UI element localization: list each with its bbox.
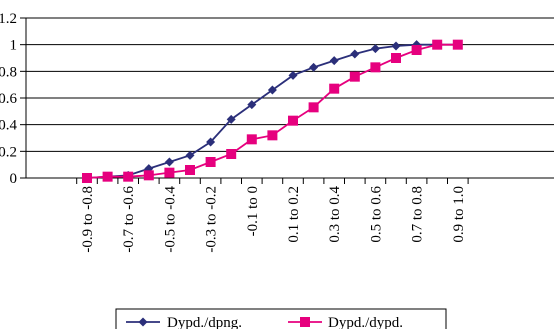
y-tick-label: 0.6 <box>0 91 18 107</box>
x-tick-label: 0.9 to 1.0 <box>451 186 467 243</box>
data-point <box>164 167 175 178</box>
data-point <box>370 44 380 54</box>
data-point <box>370 62 381 73</box>
y-tick-label: 0.4 <box>0 118 18 134</box>
data-point <box>308 102 319 113</box>
y-tick-label: 0.2 <box>0 144 17 160</box>
data-point <box>102 171 113 182</box>
series-line <box>86 43 458 179</box>
data-point <box>432 39 443 50</box>
data-point <box>329 56 339 66</box>
data-point <box>350 49 360 59</box>
legend-label: Dypd./dypd. <box>328 315 403 329</box>
data-point <box>391 41 401 51</box>
data-point <box>143 170 154 181</box>
y-tick-label: 1.2 <box>0 11 17 27</box>
data-point <box>288 115 298 126</box>
data-point <box>267 85 277 95</box>
data-point <box>246 134 257 145</box>
legend-box <box>115 308 447 329</box>
x-tick-label: 0.3 to 0.4 <box>327 186 343 243</box>
gridlines <box>26 17 554 179</box>
data-point <box>267 130 278 141</box>
data-point <box>411 45 422 55</box>
data-point <box>206 137 216 147</box>
legend-entry: Dypd./dypd. <box>288 315 403 329</box>
x-tick-label: -0.7 to -0.6 <box>121 186 137 253</box>
x-tick-label: -0.9 to -0.8 <box>80 186 96 253</box>
data-point <box>391 53 401 63</box>
x-tick-label: 0.7 to 0.8 <box>410 186 426 243</box>
legend-entry: Dypd./dpng. <box>126 315 242 329</box>
series-layer <box>82 39 463 183</box>
data-point <box>329 83 340 94</box>
x-tick-label: -0.5 to -0.4 <box>162 186 178 253</box>
data-point <box>309 62 319 72</box>
y-tick-label: 1 <box>10 38 18 54</box>
y-tick-label: 0 <box>10 171 18 187</box>
series-line <box>86 43 458 179</box>
data-point <box>452 39 463 50</box>
x-axis: -0.9 to -0.8 -0.7 to -0.6 -0.5 to -0.4 -0.3… <box>26 177 554 253</box>
data-point <box>205 157 216 167</box>
legend-marker <box>300 317 310 327</box>
data-point <box>123 171 134 182</box>
x-tick-label: 0.5 to 0.6 <box>368 186 384 243</box>
y-axis: 0 0.2 0.4 0.6 0.8 1 1.2 <box>0 11 27 187</box>
y-tick-label: 0.8 <box>0 64 17 80</box>
x-tick-label: -0.1 to 0 <box>245 186 261 236</box>
series-2 <box>82 39 463 183</box>
data-point <box>82 173 92 183</box>
data-point <box>226 114 236 124</box>
data-point <box>226 149 237 159</box>
legend-label: Dypd./dpng. <box>167 315 242 329</box>
data-point <box>349 71 360 82</box>
data-point <box>185 165 195 175</box>
data-point <box>164 157 174 167</box>
data-point <box>288 70 298 80</box>
x-tick-label: 0.1 to 0.2 <box>286 186 302 243</box>
data-point <box>185 150 195 160</box>
legend-marker <box>138 317 148 327</box>
series-1 <box>82 40 463 183</box>
x-tick-label: -0.3 to -0.2 <box>204 186 220 253</box>
data-point <box>247 100 257 110</box>
legend: Dypd./dpng. Dypd./dypd. <box>115 308 447 329</box>
